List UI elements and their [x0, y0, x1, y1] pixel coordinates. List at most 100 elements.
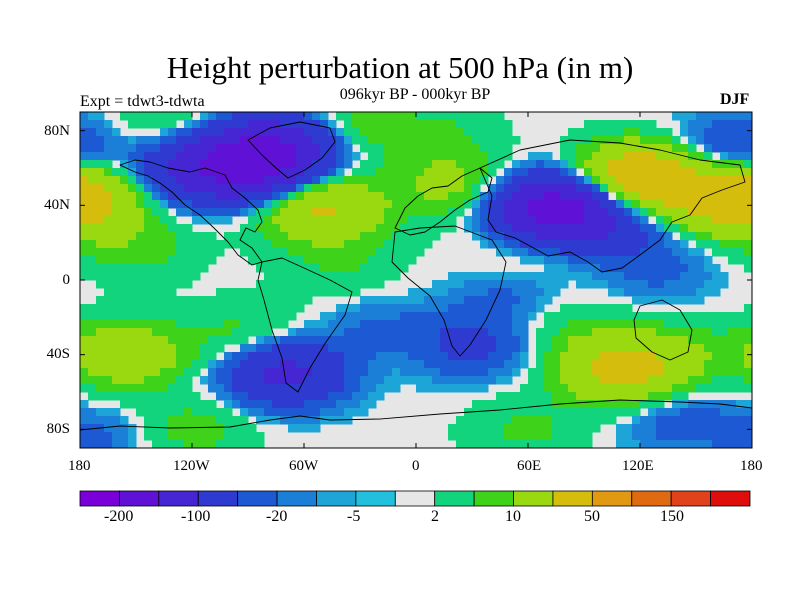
field-cell: [560, 320, 569, 329]
field-cell: [480, 136, 489, 145]
field-cell: [680, 384, 689, 393]
field-cell: [368, 232, 377, 241]
field-cell: [600, 344, 609, 353]
field-cell: [624, 216, 633, 225]
field-cell: [344, 360, 353, 369]
field-cell: [576, 208, 585, 217]
field-cell: [520, 240, 529, 249]
field-cell: [616, 304, 625, 313]
field-cell: [448, 424, 457, 433]
colorbar-swatch: [237, 490, 278, 507]
field-cell: [520, 208, 529, 217]
field-cell: [368, 128, 377, 137]
field-cell: [320, 312, 329, 321]
field-cell: [664, 128, 673, 137]
field-cell: [336, 272, 345, 281]
field-cell: [136, 328, 145, 337]
field-cell: [472, 216, 481, 225]
field-cell: [592, 232, 601, 241]
field-cell: [568, 336, 577, 345]
field-cell: [448, 136, 457, 145]
field-cell: [656, 368, 665, 377]
field-cell: [640, 344, 649, 353]
field-cell: [544, 208, 553, 217]
field-cell: [304, 360, 313, 369]
field-cell: [376, 152, 385, 161]
field-cell: [664, 288, 673, 297]
field-cell: [448, 272, 457, 281]
field-cell: [304, 320, 313, 329]
field-cell: [704, 200, 713, 209]
field-cell: [416, 288, 425, 297]
field-cell: [144, 408, 153, 417]
field-cell: [296, 184, 305, 193]
field-cell: [640, 152, 649, 161]
colorbar-swatch: [552, 490, 593, 507]
field-cell: [360, 384, 369, 393]
field-cell: [88, 320, 97, 329]
field-cell: [336, 208, 345, 217]
field-cell: [272, 360, 281, 369]
field-cell: [328, 280, 337, 289]
field-cell: [272, 168, 281, 177]
field-cell: [624, 128, 633, 137]
field-cell: [736, 184, 745, 193]
field-cell: [576, 424, 585, 433]
field-cell: [696, 312, 705, 321]
field-cell: [552, 312, 561, 321]
field-cell: [152, 304, 161, 313]
field-cell: [448, 296, 457, 305]
field-cell: [456, 296, 465, 305]
field-cell: [296, 288, 305, 297]
field-cell: [728, 216, 737, 225]
field-cell: [472, 384, 481, 393]
field-cell: [664, 352, 673, 361]
field-cell: [632, 384, 641, 393]
field-cell: [656, 240, 665, 249]
field-cell: [456, 272, 465, 281]
field-cell: [392, 112, 401, 121]
field-cell: [448, 200, 457, 209]
field-cell: [392, 184, 401, 193]
field-cell: [728, 168, 737, 177]
field-cell: [712, 352, 721, 361]
field-cell: [608, 240, 617, 249]
field-cell: [472, 344, 481, 353]
field-cell: [624, 176, 633, 185]
field-cell: [264, 344, 273, 353]
field-cell: [416, 136, 425, 145]
field-cell: [528, 152, 537, 161]
field-cell: [368, 296, 377, 305]
field-cell: [320, 176, 329, 185]
field-cell: [288, 248, 297, 257]
field-cell: [304, 328, 313, 337]
field-cell: [584, 232, 593, 241]
field-cell: [440, 184, 449, 193]
field-cell: [464, 224, 473, 233]
field-cell: [160, 152, 169, 161]
field-cell: [136, 200, 145, 209]
field-cell: [520, 320, 529, 329]
field-cell: [288, 392, 297, 401]
field-cell: [96, 320, 105, 329]
field-cell: [104, 384, 113, 393]
field-cell: [120, 440, 129, 448]
field-cell: [720, 376, 729, 385]
field-cell: [336, 400, 345, 409]
field-cell: [160, 136, 169, 145]
field-cell: [136, 296, 145, 305]
field-cell: [224, 312, 233, 321]
field-cell: [720, 128, 729, 137]
field-cell: [472, 184, 481, 193]
field-cell: [168, 264, 177, 273]
field-cell: [240, 240, 249, 249]
field-cell: [344, 344, 353, 353]
field-cell: [744, 232, 752, 241]
field-cell: [320, 408, 329, 417]
field-cell: [472, 192, 481, 201]
field-cell: [344, 152, 353, 161]
field-cell: [504, 136, 513, 145]
lat-tick-label: 0: [62, 272, 71, 288]
field-cell: [392, 352, 401, 361]
field-cell: [128, 352, 137, 361]
